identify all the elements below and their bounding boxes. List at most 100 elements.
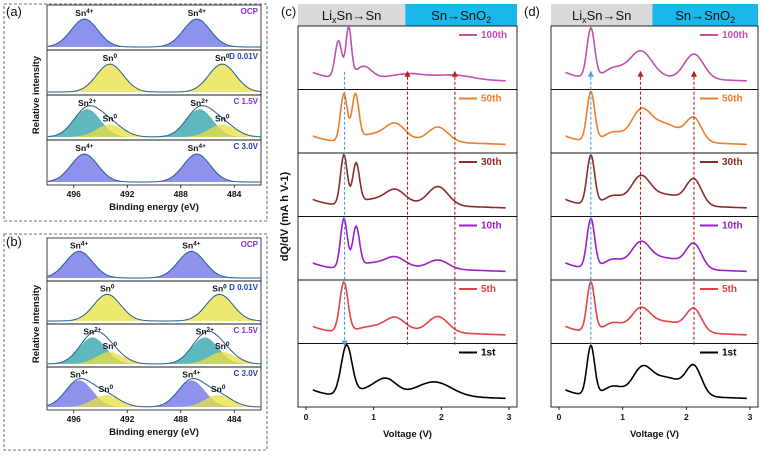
xps-xtick-label-3: 484	[227, 189, 241, 199]
xps-fit-3	[46, 153, 261, 183]
dq-legend-label-50th: 50th	[481, 94, 502, 105]
xps-xtick-label-3: 484	[227, 414, 241, 424]
xps-peak-label-3-0: Sn4+	[75, 143, 93, 153]
xps-peak-label-3-3: Sn0	[211, 384, 226, 394]
xps-component-3-1	[47, 154, 261, 182]
xps-peak-label-1-0: Sn0	[100, 283, 115, 293]
dq-curve-1st	[312, 343, 506, 400]
xps-fit-0	[46, 18, 261, 48]
dq-legend-label-100th: 100th	[722, 30, 748, 41]
xps-xtick-label-2: 488	[174, 414, 188, 424]
xps-component-2-2	[47, 109, 261, 137]
header-left-text: LixSn→Sn	[322, 8, 381, 25]
xps-subplot-3	[46, 139, 262, 186]
dq-xtick-label-2: 2	[684, 412, 689, 422]
header-left-box	[551, 4, 653, 26]
xps-subplot-3	[46, 366, 262, 411]
xps-peak-label-2-3: Sn0	[215, 341, 230, 351]
xps-component-0-0	[47, 251, 261, 278]
xps-fit-2	[47, 331, 262, 365]
xps-component-0-0	[47, 19, 261, 47]
dq-xlabel: Voltage (V)	[383, 429, 432, 440]
dq-arrow-2	[451, 70, 458, 77]
dq-curve-5th	[565, 280, 747, 336]
xps-state-label-3: C 3.0V	[234, 369, 259, 378]
xps-fit-1	[47, 294, 262, 322]
xps-peak-label-2-1: Sn0	[103, 113, 118, 123]
dq-curve-1st	[565, 343, 747, 400]
dq-arrow-0	[341, 340, 348, 347]
panel-a-letter: (a)	[6, 4, 22, 19]
panel-d-letter: (d)	[524, 4, 540, 19]
panel-b-frame	[3, 233, 268, 451]
xps-component-2-3	[47, 124, 261, 137]
xps-peak-label-1-1: Sn0	[212, 283, 227, 293]
dq-legend-label-10th: 10th	[481, 221, 502, 232]
xps-state-label-3: C 3.0V	[234, 142, 259, 151]
dq-xtick-label-1: 1	[620, 412, 625, 422]
dq-curve-50th	[312, 92, 506, 146]
dq-legend-label-100th: 100th	[481, 30, 507, 41]
xps-xtick-label-2: 488	[174, 189, 188, 199]
xps-state-label-2: C 1.5V	[234, 97, 259, 106]
xps-state-label-1: D 0.01V	[229, 52, 259, 61]
xps-xtick-label-1: 492	[120, 189, 134, 199]
dq-legend-label-1st: 1st	[481, 348, 496, 359]
xps-component-1-1	[47, 294, 261, 321]
xps-peak-label-0-0: Sn4+	[70, 240, 88, 250]
xps-peak-label-1-0: Sn0	[103, 53, 118, 63]
dq-xtick-label-3: 3	[748, 412, 753, 422]
dq-curve-100th	[312, 24, 506, 82]
xps-ylabel: Relative intensity	[31, 55, 42, 134]
xps-component-1-0	[47, 64, 261, 92]
xps-component-2-3	[47, 352, 261, 364]
header-right-box	[652, 4, 758, 26]
xps-peak-label-1-1: Sn0	[215, 53, 230, 63]
xps-peak-label-3-1: Sn0	[99, 384, 114, 394]
dq-xtick-label-2: 2	[439, 412, 444, 422]
dq-arrow-0	[587, 70, 594, 77]
dq-legend-label-1st: 1st	[722, 348, 737, 359]
xps-peak-label-2-0: Sn2+	[83, 326, 101, 336]
header-right-text: Sn→SnO2	[431, 8, 491, 25]
xps-ylabel: Relative intensity	[31, 284, 42, 363]
xps-state-label-0: OCP	[241, 240, 259, 249]
xps-peak-label-2-0: Sn2+	[78, 98, 96, 108]
dq-arrow-1	[404, 70, 411, 77]
xps-state-label-0: OCP	[241, 7, 259, 16]
xps-peak-label-2-3: Sn0	[215, 113, 230, 123]
xps-xtick-label-1: 492	[120, 414, 134, 424]
dq-xtick-label-0: 0	[304, 412, 309, 422]
dq-legend-label-30th: 30th	[481, 157, 502, 168]
dq-legend-label-30th: 30th	[722, 157, 743, 168]
xps-peak-label-3-2: Sn4+	[182, 369, 200, 379]
xps-fit-1	[47, 63, 262, 93]
xps-peak-label-3-0: Sn4+	[70, 369, 88, 379]
xps-component-1-1	[47, 64, 261, 92]
dq-subplot-5	[550, 343, 759, 408]
dq-legend-label-5th: 5th	[481, 284, 496, 295]
xps-component-3-3	[47, 395, 261, 407]
dq-curve-10th	[312, 217, 506, 273]
dq-arrow-2	[690, 70, 697, 77]
xps-component-1-0	[47, 294, 261, 321]
xps-peak-label-3-1: Sn4+	[188, 143, 206, 153]
dq-xlabel: Voltage (V)	[630, 429, 679, 440]
panel-c-letter: (c)	[281, 4, 296, 19]
dq-curve-100th	[565, 26, 747, 82]
xps-fit-3	[46, 378, 261, 408]
xps-peak-label-0-1: Sn4+	[182, 240, 200, 250]
dq-arrow-1	[637, 70, 644, 77]
xps-peak-label-2-1: Sn0	[103, 341, 118, 351]
xps-peak-label-0-0: Sn4+	[75, 8, 93, 18]
dq-xtick-label-1: 1	[371, 412, 376, 422]
xps-xlabel: Binding energy (eV)	[109, 427, 199, 438]
dq-curve-30th	[565, 153, 747, 209]
xps-xtick-label-0: 496	[67, 414, 81, 424]
header-left-text: LixSn→Sn	[572, 8, 631, 25]
dq-legend-label-5th: 5th	[722, 284, 737, 295]
xps-component-2-2	[47, 337, 261, 364]
header-left-box	[298, 4, 406, 26]
